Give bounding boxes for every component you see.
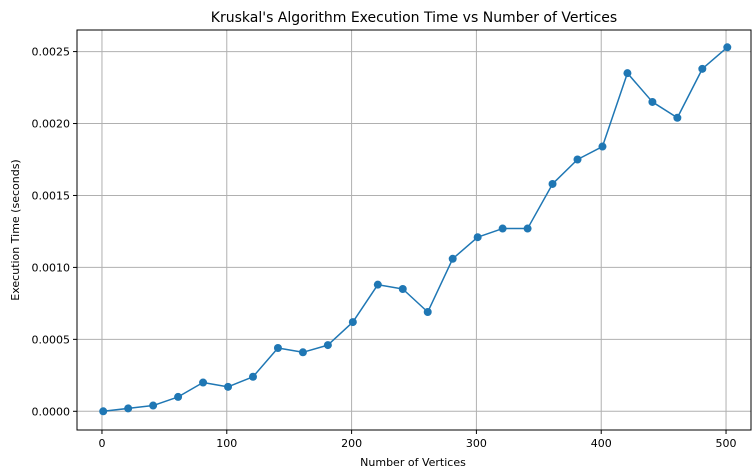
plot-area-frame (76, 29, 752, 431)
x-tick-label: 400 (591, 437, 612, 450)
x-tick-label: 200 (341, 437, 362, 450)
data-point (723, 43, 732, 52)
y-tick-label: 0.0020 (32, 118, 71, 131)
data-point (174, 392, 183, 401)
data-point (473, 233, 482, 242)
y-tick-label: 0.0000 (32, 405, 71, 418)
x-tick-label: 500 (716, 437, 737, 450)
data-point (323, 341, 332, 350)
y-axis-label: Execution Time (seconds) (9, 159, 22, 300)
data-point (598, 142, 607, 151)
data-point (423, 308, 432, 317)
data-point (648, 97, 657, 106)
data-point (149, 401, 158, 410)
data-point (573, 155, 582, 164)
data-point (398, 284, 407, 293)
data-point (623, 69, 632, 78)
y-tick-label: 0.0005 (32, 333, 71, 346)
data-point (548, 179, 557, 188)
data-point (348, 318, 357, 327)
data-point (99, 407, 108, 416)
data-point (523, 224, 532, 233)
grid (77, 30, 751, 430)
series-line (103, 46, 728, 413)
data-point (199, 378, 208, 387)
data-point (248, 372, 257, 381)
data-point (673, 113, 682, 122)
series-layer (99, 43, 732, 416)
data-point (698, 64, 707, 73)
x-tick-label: 300 (466, 437, 487, 450)
axis-ticks: 0 100 200 300 400 500 0.0000 0.0005 0.0010 0.0015… (32, 46, 737, 450)
data-point (448, 254, 457, 263)
data-point (498, 224, 507, 233)
x-tick-label: 100 (216, 437, 237, 450)
data-point (273, 343, 282, 352)
data-point (124, 404, 133, 413)
y-tick-label: 0.0010 (32, 261, 71, 274)
x-tick-label: 0 (98, 437, 105, 450)
data-point (373, 280, 382, 289)
data-point (298, 348, 307, 357)
y-tick-label: 0.0025 (32, 46, 71, 59)
chart-title: Kruskal's Algorithm Execution Time vs Nu… (211, 10, 617, 26)
data-point (224, 382, 233, 391)
x-axis-label: Number of Vertices (360, 456, 466, 469)
y-tick-label: 0.0015 (32, 189, 71, 202)
